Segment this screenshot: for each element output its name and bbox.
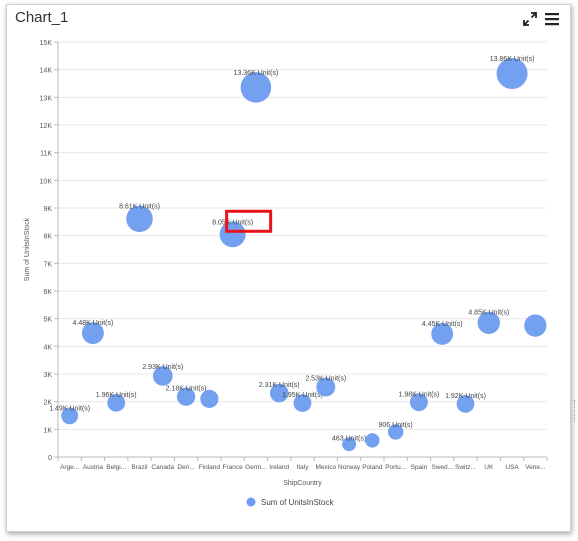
- y-tick-label: 11K: [40, 151, 52, 158]
- y-tick-label: 10K: [40, 178, 53, 185]
- bubble-point: [477, 311, 500, 335]
- x-tick-label: USA: [505, 464, 519, 471]
- y-tick-label: 2K: [43, 400, 52, 407]
- y-tick-label: 14K: [40, 68, 53, 75]
- bubble-point: [365, 433, 380, 448]
- legend-marker: [246, 497, 256, 507]
- y-tick-label: 6K: [43, 289, 52, 296]
- resize-handle[interactable]: [574, 400, 578, 422]
- bubble-point: [456, 394, 475, 413]
- data-label: 1.96K Unit(s): [96, 392, 137, 399]
- data-label: 1.98K Unit(s): [398, 391, 439, 398]
- bubble-point: [316, 377, 336, 397]
- x-tick-label: Poland: [362, 464, 383, 471]
- y-tick-label: 3K: [43, 372, 52, 379]
- y-axis-title: Sum of UnitsInStock: [24, 217, 31, 281]
- x-tick-label: Den...: [177, 464, 195, 471]
- y-tick-label: 1K: [43, 427, 52, 434]
- y-tick-label: 7K: [43, 261, 52, 268]
- data-label: 8.61K Unit(s): [119, 204, 160, 211]
- widget-title: Chart_1: [15, 9, 69, 26]
- bubble-point: [342, 437, 356, 452]
- y-tick-label: 15K: [40, 40, 53, 47]
- bubble-point: [152, 366, 173, 386]
- chart-widget-card: Chart_1 0 1K 2K 3K 4K 5K 6K 7K 8K 9K 10K 11K 12K 13K 1…: [6, 4, 578, 532]
- bubble-point: [126, 205, 153, 233]
- bubble-point: [200, 389, 219, 408]
- bubble-point: [524, 314, 547, 337]
- x-tick-label: Finland: [199, 464, 221, 471]
- data-label: 2.53K Unit(s): [305, 376, 346, 383]
- expand-arrows-icon[interactable]: [522, 11, 538, 27]
- bubble-point: [293, 394, 312, 412]
- x-tick-label: UK: [484, 464, 494, 471]
- bubble-point: [61, 407, 79, 425]
- data-label: 463 Unit(s): [332, 435, 366, 442]
- x-axis-title: ShipCountry: [283, 480, 322, 487]
- x-tick-label: Swed...: [431, 464, 453, 471]
- x-tick-label: France: [223, 464, 244, 471]
- x-tick-label: Canada: [151, 464, 174, 471]
- data-label: 4.48K Unit(s): [72, 320, 113, 327]
- bubble-point: [240, 72, 272, 103]
- bubble-point: [269, 383, 289, 403]
- bubble-point: [176, 387, 196, 406]
- data-label: 1.49K Unit(s): [49, 405, 90, 412]
- x-tick-label: Austria: [83, 464, 104, 471]
- data-label: 13.36K Unit(s): [234, 70, 279, 77]
- x-tick-label: Mexico: [315, 464, 336, 471]
- x-tick-label: Germ...: [245, 464, 267, 471]
- x-tick-label: Portu...: [385, 464, 406, 471]
- data-label: 2.18K Unit(s): [166, 386, 207, 393]
- bubble-point: [496, 58, 528, 90]
- data-label: 2.93K Unit(s): [142, 364, 183, 371]
- x-tick-label: Arge...: [60, 464, 79, 471]
- data-label: 1.95K Unit(s): [282, 392, 323, 399]
- bubble-point: [107, 393, 126, 412]
- x-tick-label: Switz...: [455, 464, 476, 471]
- y-tick-label: 12K: [40, 123, 53, 130]
- y-tick-label: 4K: [43, 344, 52, 351]
- bubble-chart: 0 1K 2K 3K 4K 5K 6K 7K 8K 9K 10K 11K 12K 13K 14K 15K Arg…: [24, 40, 548, 507]
- x-tick-label: Belgi...: [106, 464, 126, 471]
- y-tick-label: 9K: [43, 206, 52, 213]
- data-label: 13.86K Unit(s): [490, 56, 535, 63]
- data-label: 8.05K Unit(s): [212, 219, 253, 226]
- hamburger-menu-icon[interactable]: [544, 11, 560, 27]
- x-tick-label: Ireland: [269, 464, 289, 471]
- bubble-point: [81, 322, 104, 345]
- data-label: 2.31K Unit(s): [259, 382, 300, 389]
- x-tick-label: Vene...: [525, 464, 545, 471]
- y-tick-label: 5K: [43, 317, 52, 324]
- x-tick-label: Norway: [338, 464, 361, 471]
- data-label: 4.85K Unit(s): [468, 310, 509, 317]
- data-label: 906 Unit(s): [379, 422, 413, 429]
- x-tick-label: Italy: [297, 464, 310, 471]
- data-label: 1.92K Unit(s): [445, 393, 486, 400]
- highlight-box: [225, 209, 273, 233]
- bubble-point: [387, 424, 404, 440]
- data-label: 4.45K Unit(s): [422, 321, 463, 328]
- x-tick-label: Brazil: [131, 464, 148, 471]
- x-tick-label: Spain: [411, 464, 428, 471]
- legend-label: Sum of UnitsInStock: [261, 498, 334, 507]
- y-tick-label: 13K: [40, 95, 53, 102]
- bubble-point: [409, 393, 428, 412]
- y-tick-label: 8K: [43, 234, 52, 241]
- bubble-point: [431, 322, 454, 345]
- y-tick-label: 0: [48, 455, 52, 462]
